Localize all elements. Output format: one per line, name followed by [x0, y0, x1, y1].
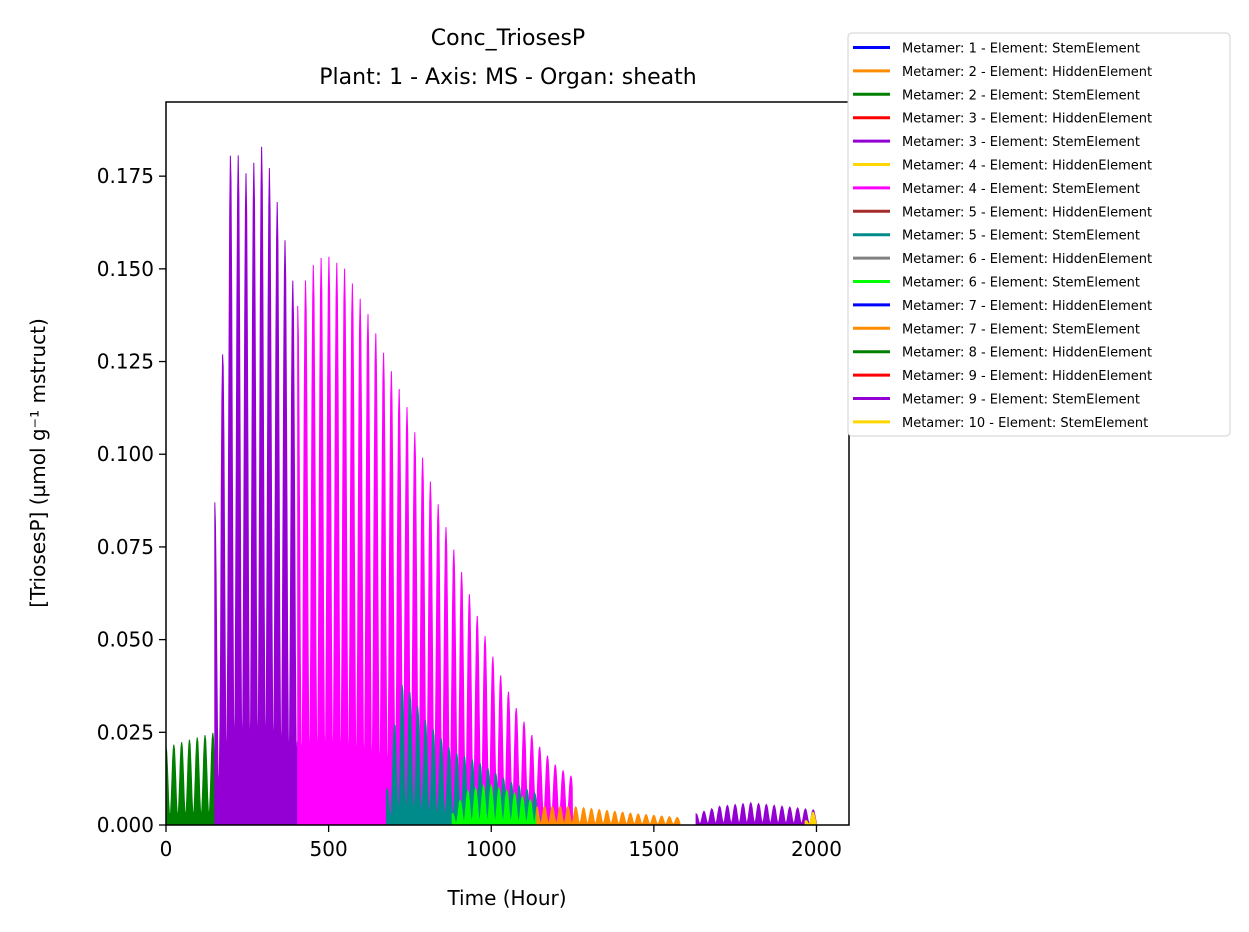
y-axis: 0.000 0.025 0.050 0.075 0.100 0.125 0.150 0.175: [97, 164, 166, 837]
series-12-area: [536, 805, 681, 826]
legend-label: Metamer: 9 - Element: StemElement: [902, 393, 1140, 408]
x-axis: 0 500 1000 1500 2000: [160, 825, 842, 861]
series-15-area: [695, 801, 817, 826]
legend-label: Metamer: 5 - Element: StemElement: [902, 229, 1140, 244]
legend-label: Metamer: 9 - Element: HiddenElement: [902, 369, 1152, 384]
series-16-area: [804, 811, 818, 826]
legend-label: Metamer: 3 - Element: StemElement: [902, 135, 1140, 150]
x-tick-label: 500: [310, 837, 348, 861]
legend-label: Metamer: 4 - Element: StemElement: [902, 182, 1140, 197]
x-tick-label: 0: [160, 837, 173, 861]
x-tick-label: 2000: [791, 837, 842, 861]
y-tick-label: 0.175: [97, 164, 154, 188]
y-tick-label: 0.050: [97, 628, 154, 652]
chart-title: Conc_TriosesP: [431, 26, 585, 51]
legend-label: Metamer: 4 - Element: HiddenElement: [902, 159, 1152, 174]
y-tick-label: 0.100: [97, 442, 154, 466]
legend-label: Metamer: 7 - Element: HiddenElement: [902, 299, 1152, 314]
legend-label: Metamer: 10 - Element: StemElement: [902, 416, 1148, 431]
series-2-area: [165, 732, 216, 826]
x-axis-label: Time (Hour): [446, 886, 566, 910]
y-axis-label: [TriosesP] (µmol g⁻¹ mstruct): [26, 318, 50, 608]
legend: Metamer: 1 - Element: StemElement Metamer…: [847, 32, 1231, 437]
y-tick-label: 0.000: [97, 813, 154, 837]
legend-label: Metamer: 3 - Element: HiddenElement: [902, 112, 1152, 127]
legend-label: Metamer: 2 - Element: StemElement: [902, 88, 1140, 103]
legend-box: [847, 32, 1231, 437]
x-tick-label: 1000: [466, 837, 517, 861]
legend-label: Metamer: 5 - Element: HiddenElement: [902, 205, 1152, 220]
legend-label: Metamer: 8 - Element: HiddenElement: [902, 346, 1152, 361]
chart-subtitle: Plant: 1 - Axis: MS - Organ: sheath: [319, 65, 696, 90]
y-tick-label: 0.025: [97, 720, 154, 744]
legend-label: Metamer: 2 - Element: HiddenElement: [902, 65, 1152, 80]
legend-label: Metamer: 1 - Element: StemElement: [902, 42, 1140, 57]
series-6-area: [297, 256, 574, 826]
legend-label: Metamer: 6 - Element: HiddenElement: [902, 252, 1152, 267]
series-10-area: [451, 783, 538, 826]
legend-label: Metamer: 7 - Element: StemElement: [902, 322, 1140, 337]
plot-frame: [165, 101, 850, 826]
y-tick-label: 0.075: [97, 535, 154, 559]
x-tick-label: 1500: [628, 837, 679, 861]
legend-label: Metamer: 6 - Element: StemElement: [902, 276, 1140, 291]
series-4-area: [214, 146, 299, 826]
plot-area: [165, 146, 818, 826]
y-tick-label: 0.125: [97, 350, 154, 374]
y-tick-label: 0.150: [97, 257, 154, 281]
